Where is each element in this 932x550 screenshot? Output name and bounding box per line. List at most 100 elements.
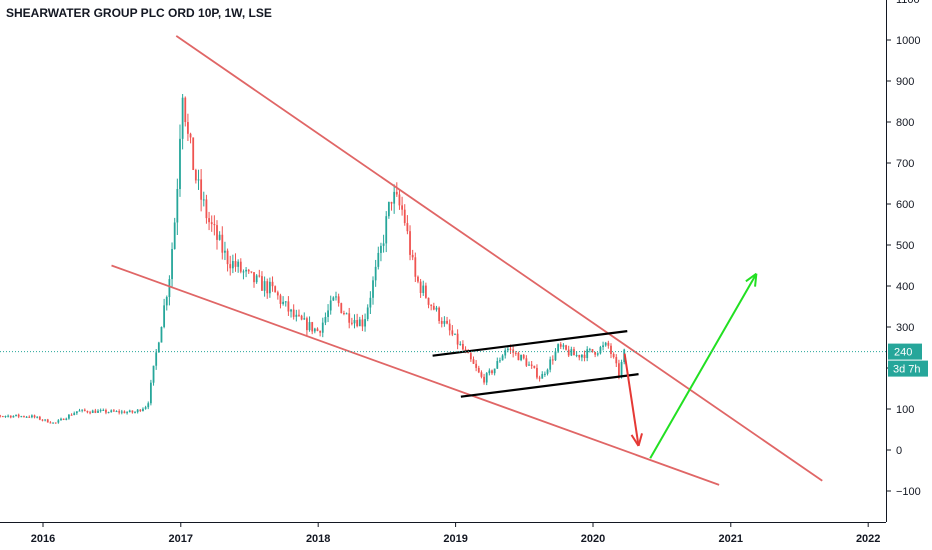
- candle-body: [406, 223, 409, 232]
- candle-body: [46, 419, 49, 423]
- x-tick-label: 2021: [719, 533, 743, 545]
- candle-body: [287, 301, 290, 312]
- candle-body: [160, 326, 163, 343]
- candle-body: [276, 292, 279, 296]
- candle-body: [274, 286, 277, 293]
- candle-body: [464, 349, 467, 351]
- candle-body: [533, 365, 536, 368]
- countdown-badge: [888, 360, 928, 377]
- candle-body: [9, 415, 12, 418]
- candle-body: [144, 407, 147, 409]
- x-tick-label: 2018: [306, 533, 330, 545]
- countdown-value: 3d 7h: [893, 364, 921, 376]
- candle-body: [298, 314, 300, 316]
- candle-body: [250, 271, 253, 273]
- y-tick-label: 100: [896, 404, 914, 416]
- candle-body: [33, 415, 36, 418]
- candle-body: [602, 345, 604, 348]
- candle-body: [271, 281, 274, 287]
- candle-body: [488, 370, 491, 374]
- candle-body: [356, 320, 359, 327]
- candle-body: [586, 349, 589, 358]
- candle-body: [417, 276, 419, 282]
- x-tick-label: 2016: [31, 533, 55, 545]
- candle-body: [313, 328, 316, 332]
- candle-body: [311, 322, 314, 332]
- candle-body: [197, 179, 200, 181]
- candle-body: [168, 279, 171, 298]
- candle-body: [358, 319, 361, 327]
- candle-body: [380, 245, 382, 253]
- candle-body: [306, 318, 308, 331]
- candle-body: [483, 376, 485, 383]
- candle-body: [102, 409, 105, 411]
- candle-body: [142, 408, 144, 411]
- candle-body: [202, 199, 205, 201]
- candle-body: [123, 411, 126, 414]
- candle-body: [554, 351, 557, 361]
- candle-body: [393, 191, 396, 204]
- candle-body: [187, 122, 189, 134]
- candle-body: [327, 310, 329, 317]
- candle-body: [234, 261, 237, 267]
- candle-body: [570, 349, 573, 356]
- candle-body: [65, 418, 68, 420]
- candle-body: [57, 420, 60, 423]
- x-tick-label: 2022: [856, 533, 880, 545]
- candle-body: [149, 382, 152, 404]
- candle-body: [525, 358, 528, 366]
- candle-body: [189, 133, 192, 138]
- candle-body: [422, 285, 425, 293]
- candle-body: [343, 313, 345, 315]
- candle-body: [411, 254, 414, 258]
- candle-body: [83, 409, 86, 411]
- candle-body: [163, 305, 166, 327]
- candle-body: [419, 281, 422, 293]
- y-tick-label: 400: [896, 281, 914, 293]
- candle-body: [115, 411, 118, 413]
- candle-body: [424, 285, 427, 298]
- candle-body: [23, 416, 25, 418]
- candle-body: [268, 281, 271, 294]
- candle-body: [112, 410, 115, 412]
- candle-body: [543, 373, 546, 375]
- y-tick-label: 700: [896, 158, 914, 170]
- candle-body: [300, 315, 303, 320]
- candle-body: [588, 349, 591, 351]
- candle-body: [499, 360, 501, 362]
- y-tick-label: 600: [896, 199, 914, 211]
- candle-body: [456, 333, 459, 345]
- arrow-head: [754, 273, 758, 287]
- candle-body: [615, 357, 618, 364]
- candle-body: [514, 352, 517, 354]
- candle-body: [1, 416, 4, 418]
- price-badges: 240 3d 7h: [888, 343, 928, 377]
- candle-body: [284, 301, 287, 303]
- candle-body: [70, 414, 73, 416]
- time-axis[interactable]: 2016 2017 2018 2019 2020 2021 2022: [0, 522, 886, 545]
- candle-body: [448, 323, 451, 331]
- candle-body: [549, 359, 552, 370]
- price-axis[interactable]: −100010020030040050060070080090010001100: [886, 0, 921, 522]
- candle-body: [62, 418, 65, 420]
- candle-body: [282, 301, 285, 304]
- candle-body: [496, 361, 499, 369]
- candle-body: [155, 352, 158, 366]
- candle-body: [382, 243, 385, 246]
- chart-title: SHEARWATER GROUP PLC ORD 10P, 1W, LSE: [6, 6, 272, 20]
- candle-body: [316, 328, 319, 331]
- y-tick-label: 1000: [896, 35, 920, 47]
- candle-body: [91, 410, 94, 413]
- candle-body: [253, 272, 255, 283]
- candle-body: [374, 266, 377, 281]
- candle-body: [173, 222, 176, 249]
- candles: [0, 94, 626, 424]
- y-tick-label: −100: [896, 486, 921, 498]
- candle-body: [335, 296, 337, 298]
- candle-body: [239, 261, 242, 272]
- candle-body: [205, 199, 208, 219]
- candle-body: [329, 300, 332, 311]
- candle-body: [443, 320, 446, 324]
- last-price-badge: [888, 343, 922, 360]
